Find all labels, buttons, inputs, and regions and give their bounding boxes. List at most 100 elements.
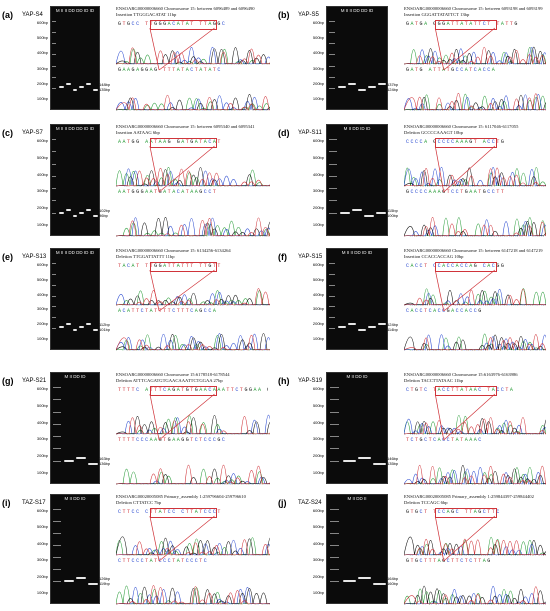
- sample-band: [58, 86, 64, 88]
- trace-T: [116, 217, 270, 238]
- panel-7: (h) YAP-S19 M II DD ID 600bp 500bp 400bp 300bp…: [278, 368, 548, 488]
- indel-highlight-box: [435, 262, 497, 272]
- marker-label: 100bp: [312, 470, 324, 475]
- marker-label: 600bp: [312, 262, 324, 267]
- band-size-label: 136bp: [99, 461, 111, 466]
- band-size-label: 100bp: [387, 213, 399, 218]
- sample-band: [352, 209, 362, 211]
- ladder-band: [52, 263, 57, 264]
- sample-band: [58, 326, 64, 328]
- ladder-band: [52, 21, 57, 22]
- sequence-bottom: GATG ATTATGCCATCACCA: [406, 67, 497, 73]
- ladder-band: [53, 436, 61, 438]
- ladder-band: [329, 87, 335, 89]
- trace-T: [404, 167, 546, 187]
- sample-band: [86, 323, 92, 325]
- sample-band: [358, 457, 371, 459]
- ladder-band: [53, 557, 61, 558]
- ladder-band: [330, 423, 339, 425]
- lane-labels: M II II DD ID ID: [341, 250, 373, 255]
- band-size-label: 137bp: [387, 82, 399, 87]
- chromatogram: GATGA GGGATTATATTCT TATTG GATG ATTATGCCAT…: [404, 20, 546, 112]
- sample-band: [358, 89, 366, 91]
- band-size-label: 119bp: [99, 581, 110, 586]
- annotation-line: Deletion GCCCCAAAGT 10bp: [404, 129, 463, 135]
- marker-label: 600bp: [36, 386, 48, 391]
- gel-image: M II II DD DD ID ID: [50, 124, 100, 236]
- indel-connector: [434, 27, 496, 71]
- chromatogram: CACCT CCACCACCAG CACGG CACCTCACCGACCACCG: [404, 262, 546, 352]
- trace-plot: [404, 145, 546, 238]
- lane-labels: M II DD II: [347, 496, 367, 501]
- annotation-line: Deletion CTTATCC 7bp: [116, 499, 162, 505]
- marker-label: 400bp: [312, 291, 324, 297]
- annotation: ENSOARG00000006660 Chromosome 15: 613425…: [116, 248, 231, 259]
- marker-label: 200bp: [312, 80, 324, 86]
- annotation: ENSOARG00000006660 Chromosome 15:6178518…: [116, 372, 230, 383]
- marker-label: 400bp: [312, 419, 324, 425]
- panel-2: (c) YAP-S7 M II II DD DD ID ID 600bp 500bp 40…: [2, 120, 272, 240]
- sample-band: [79, 326, 85, 328]
- band-sizes: 163bp 136bp: [99, 456, 110, 466]
- sample-band: [76, 577, 86, 579]
- ladder-band: [53, 569, 61, 570]
- ladder-band: [52, 306, 57, 308]
- ladder-band: [52, 87, 57, 89]
- ladder-band: [53, 460, 61, 462]
- ladder-band: [330, 411, 339, 413]
- marker-label: 200bp: [36, 453, 48, 459]
- sample-name: YAP-S11: [298, 130, 322, 136]
- marker-label: 600bp: [312, 508, 324, 513]
- band-size-label: 101bp: [99, 327, 111, 332]
- panel-1: (b) YAP-S5 M II II DD DD ID 600bp 500bp 400bp…: [278, 2, 548, 114]
- trace-A: [404, 333, 546, 351]
- band-sizes: 164bp 160bp: [387, 576, 398, 586]
- sample-band: [343, 460, 356, 462]
- trace-G: [404, 536, 546, 557]
- panel-9: (j) TAZ-S24 M II DD II 600bp 500bp 400bp 300bp…: [278, 490, 548, 608]
- marker-label: 300bp: [36, 306, 48, 312]
- panel-label: (b): [278, 10, 290, 20]
- ladder-band: [53, 545, 61, 546]
- marker-label: 400bp: [36, 171, 48, 177]
- trace-T: [404, 586, 546, 606]
- sample-band: [88, 583, 98, 585]
- marker-label: 100bp: [312, 222, 324, 227]
- sample-band: [358, 577, 371, 579]
- ladder-band: [52, 151, 57, 153]
- lane-labels: M II II DD DD ID ID: [55, 250, 95, 255]
- indel-connector: [149, 269, 215, 312]
- annotation: ENSOARG00000006660 Chromosome 15: betwee…: [116, 124, 255, 135]
- chromatogram: TTTTC ATTTCAGATGTGAACAAATTCTGGAA GGC TTTT…: [116, 386, 270, 486]
- sequence-bottom: TTTTCCCAAGTGAAGGTCTCCCGC: [118, 437, 227, 443]
- marker-label: 100bp: [312, 96, 324, 101]
- marker-label: 400bp: [36, 50, 48, 56]
- sample-band: [72, 329, 78, 331]
- trace-T: [116, 288, 270, 306]
- gel-image: M II II DD ID ID: [326, 248, 388, 350]
- trace-C: [116, 473, 270, 485]
- sample-band: [64, 460, 74, 462]
- lane-labels: M II DD ID: [64, 374, 86, 379]
- ladder-band: [329, 317, 335, 319]
- panel-8: (i) TAZ-S17 M II DD ID 600bp 500bp 400bp 300bp…: [2, 490, 272, 608]
- ladder-band: [329, 200, 337, 202]
- sequence-top: CTGTC TACCTTATAAC TACCTA: [406, 387, 515, 393]
- ladder-band: [329, 263, 335, 264]
- sequence-bottom: ACATTCTATTTTCTTTCAGCCA: [118, 308, 218, 314]
- sequence-top: GTGCT TCCAGC TTAGCTTC: [406, 509, 501, 515]
- band-sizes: 137bp 124bp: [387, 82, 398, 92]
- ladder-band: [330, 557, 339, 558]
- band-sizes: 112bp 101bp: [99, 322, 110, 332]
- sequence-top: TTTTC ATTTCAGATGTGAACAAATTCTGGAA GGC: [118, 387, 268, 393]
- indel-connector: [149, 145, 215, 193]
- ladder-band: [52, 200, 57, 202]
- annotation-line: ENSOARG00000006660 Chromosome 15: 613425…: [116, 248, 231, 253]
- marker-label: 400bp: [312, 540, 324, 546]
- ladder-band: [330, 436, 339, 438]
- gel-image: M II DD ID: [326, 372, 388, 484]
- sample-band: [65, 83, 71, 85]
- annotation-line: Insertion AATAAG 6bp: [116, 129, 160, 135]
- trace-A: [404, 536, 546, 556]
- trace-C: [404, 47, 546, 66]
